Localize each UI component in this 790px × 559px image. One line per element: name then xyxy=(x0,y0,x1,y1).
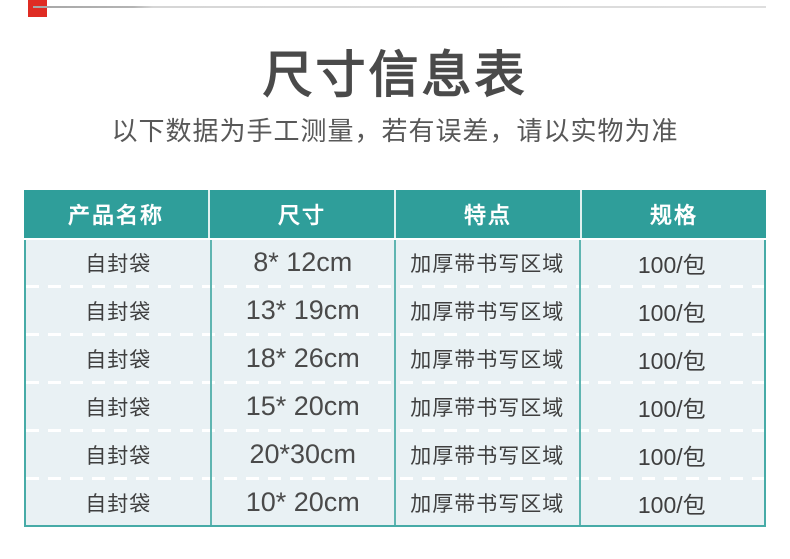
column-header-size: 尺寸 xyxy=(208,190,394,238)
product-name-cell: 自封袋 xyxy=(85,444,152,468)
feature-cell: 加厚带书写区域 xyxy=(410,492,565,516)
spec-cell: 100/包 xyxy=(637,251,706,278)
feature-cell: 加厚带书写区域 xyxy=(410,348,565,372)
column-divider xyxy=(209,240,212,525)
feature-cell: 加厚带书写区域 xyxy=(410,252,565,276)
column-divider xyxy=(394,240,396,525)
spec-cell: 100/包 xyxy=(637,299,706,326)
size-table: 产品名称 尺寸 特点 规格 自封袋 8* 12cm 加厚带书写区域 100/包 … xyxy=(24,190,766,527)
feature-cell: 加厚带书写区域 xyxy=(410,396,565,420)
product-name-cell: 自封袋 xyxy=(85,252,152,276)
table-header-row: 产品名称 尺寸 特点 规格 xyxy=(24,190,766,240)
page-subtitle: 以下数据为手工测量，若有误差，请以实物为准 xyxy=(111,116,679,146)
table-body: 自封袋 8* 12cm 加厚带书写区域 100/包 自封袋 13* 19cm 加… xyxy=(24,240,766,527)
feature-cell: 加厚带书写区域 xyxy=(410,444,565,468)
product-name-cell: 自封袋 xyxy=(85,492,152,516)
size-cell: 10* 20cm xyxy=(245,487,360,517)
size-cell: 13* 19cm xyxy=(245,295,360,325)
size-cell: 18* 26cm xyxy=(245,343,360,373)
size-cell: 20*30cm xyxy=(249,439,357,469)
column-divider xyxy=(578,240,581,525)
column-header-feature: 特点 xyxy=(394,190,580,238)
column-header-product-name: 产品名称 xyxy=(67,203,164,228)
page-title: 尺寸信息表 xyxy=(262,47,528,103)
product-name-cell: 自封袋 xyxy=(85,348,152,372)
product-name-cell: 自封袋 xyxy=(85,300,152,324)
spec-cell: 100/包 xyxy=(637,395,706,422)
product-name-cell: 自封袋 xyxy=(85,396,152,420)
size-cell: 15* 20cm xyxy=(245,391,360,421)
red-accent-square xyxy=(28,0,47,17)
size-cell: 8* 12cm xyxy=(253,247,353,277)
feature-cell: 加厚带书写区域 xyxy=(410,300,565,324)
spec-cell: 100/包 xyxy=(637,491,706,518)
spec-cell: 100/包 xyxy=(637,443,706,470)
spec-cell: 100/包 xyxy=(637,347,706,374)
column-header-spec: 规格 xyxy=(580,190,766,238)
top-divider-line xyxy=(33,6,766,8)
